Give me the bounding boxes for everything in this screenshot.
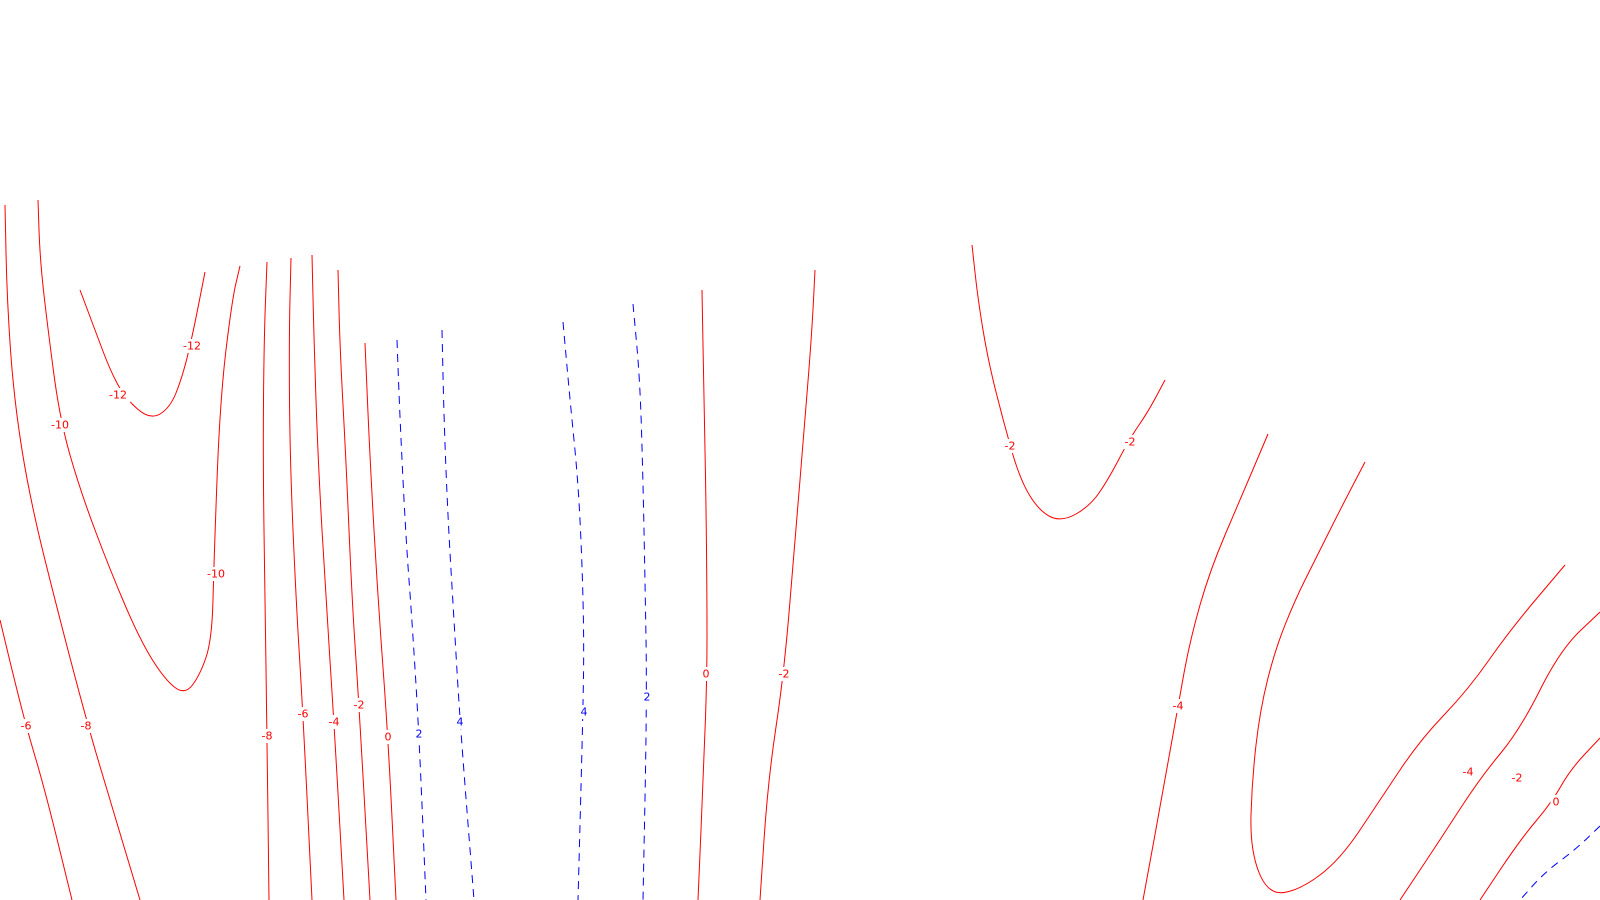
contour-label-pos4-a: 4 [457, 716, 464, 729]
contour-line-neg12-left [79, 271, 206, 417]
contour-line-neg8-mid [262, 261, 270, 900]
contour-label-bg [294, 707, 312, 721]
contour-label-bg [454, 715, 466, 729]
contour-label-bg [47, 418, 73, 432]
contour-line-neg10-left [37, 199, 241, 692]
contour-label-bg [700, 667, 712, 681]
contour-line-neg2-b [759, 269, 816, 900]
contour-label-zero-a: 0 [385, 731, 392, 744]
contour-label-bg [1508, 771, 1526, 785]
contour-label-bg [1550, 795, 1562, 809]
contour-label-neg6-left: -6 [21, 720, 32, 733]
contour-label-neg8-mid: -8 [262, 730, 273, 743]
contour-label-bg [382, 730, 394, 744]
contour-line-pos4-a [441, 329, 475, 900]
contour-label-bg [179, 339, 205, 353]
contour-line-neg2-far [1399, 611, 1600, 900]
contour-labels: -12 -12 -10 -10 -8 -6 -8 -6 -4 -2 0 2 4 4 2 0 -2 -2 -2 -4 -4… [17, 339, 1562, 809]
contour-label-bg [641, 690, 653, 704]
contour-label-neg12-left: -12 [109, 389, 127, 402]
contour-label-neg2-mid: -2 [354, 699, 365, 712]
contour-label-pos2-b: 2 [644, 691, 651, 704]
contour-line-neg4-far [1250, 461, 1566, 894]
contour-label-bg [258, 729, 276, 743]
contour-label-bg [578, 705, 590, 719]
contour-label-neg8-left: -8 [81, 720, 92, 733]
contour-label-bg [1459, 765, 1477, 779]
contour-label-zero-b: 0 [703, 668, 710, 681]
contour-label-neg2-right: -2 [1005, 440, 1016, 453]
contour-line-zero-far [1479, 737, 1600, 900]
contour-label-neg4-mid: -4 [329, 716, 340, 729]
contour-label-bg [350, 698, 368, 712]
contour-label-bg [325, 715, 343, 729]
contour-label-bg [105, 388, 131, 402]
contour-label-bg [1001, 439, 1019, 453]
contour-label-neg4-right: -4 [1173, 700, 1184, 713]
contour-label-neg2-right: -2 [1125, 436, 1136, 449]
contour-label-neg12-left: -12 [183, 340, 201, 353]
contour-line-neg6-left [0, 619, 73, 900]
contour-line-neg8-left [4, 204, 141, 900]
contour-line-pos2-a [396, 339, 427, 900]
contour-label-bg [1169, 699, 1187, 713]
contour-lines [0, 199, 1600, 900]
contour-label-neg10-left: -10 [51, 419, 69, 432]
contour-line-neg4-right [1142, 433, 1269, 900]
contour-label-bg [17, 719, 35, 733]
contour-label-neg6-mid: -6 [298, 708, 309, 721]
contour-line-zero-b [697, 289, 708, 900]
contour-label-neg2-far: -2 [1512, 772, 1523, 785]
contour-label-neg2-b: -2 [779, 668, 790, 681]
contour-line-zero-a [364, 342, 397, 900]
contour-label-neg10-left: -10 [207, 568, 225, 581]
contour-label-bg [775, 667, 793, 681]
contour-label-bg [1121, 435, 1139, 449]
contour-label-pos4-b: 4 [581, 706, 588, 719]
contour-label-pos2-a: 2 [416, 728, 423, 741]
contour-label-neg4-far: -4 [1463, 766, 1474, 779]
contour-label-zero-far: 0 [1553, 796, 1560, 809]
contour-label-bg [413, 727, 425, 741]
contour-label-bg [77, 719, 95, 733]
contour-label-bg [203, 567, 229, 581]
